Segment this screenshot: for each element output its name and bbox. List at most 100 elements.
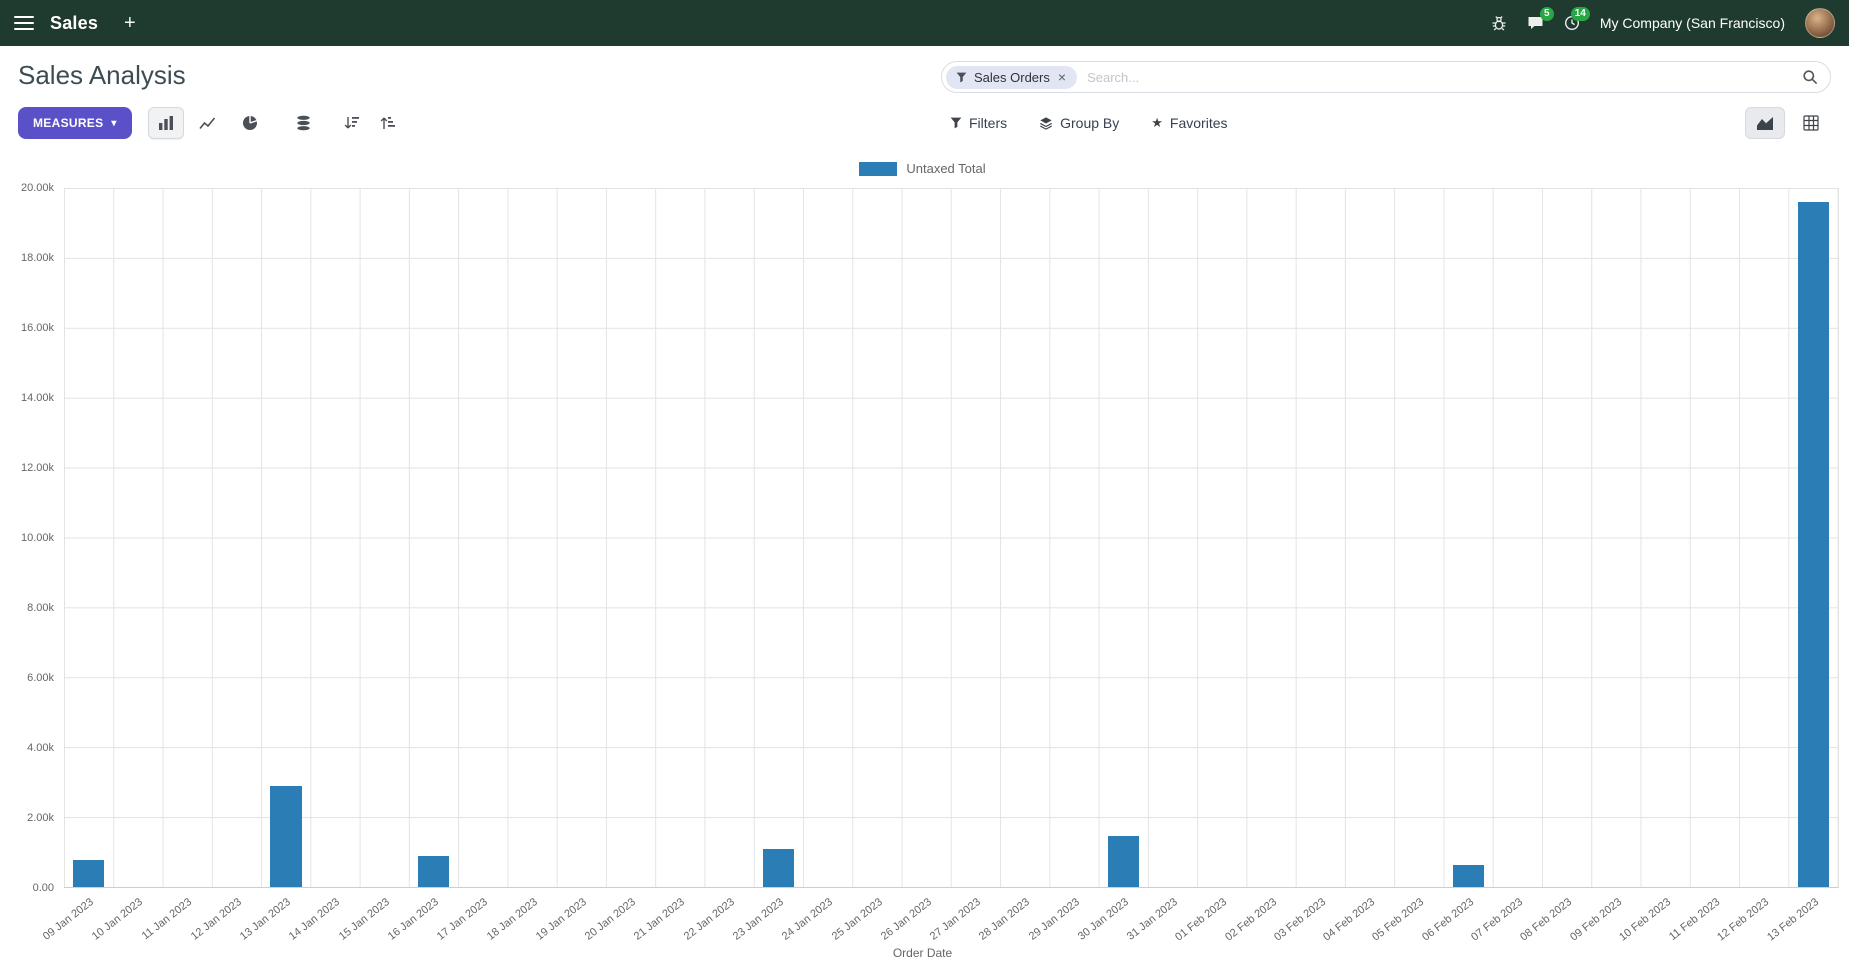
category-slot: 13 Feb 2023 (1765, 188, 1838, 943)
sales-analysis-chart: Untaxed Total 20.00k 18.00k 16.00k 14.00k 12… (0, 161, 1849, 960)
category-slot: 25 Jan 2023 (829, 188, 902, 943)
measures-label: MEASURES (33, 116, 104, 130)
x-tick-label: 05 Feb 2023 (1370, 896, 1427, 944)
pivot-view-button[interactable] (1791, 107, 1831, 139)
category-slot: 17 Jan 2023 (435, 188, 507, 943)
category-slot: 10 Feb 2023 (1617, 188, 1690, 943)
search-bar[interactable]: Sales Orders × (941, 61, 1831, 93)
measures-button[interactable]: MEASURES ▾ (18, 107, 132, 139)
line-chart-button[interactable] (190, 107, 226, 139)
y-tick-label: 12.00k (20, 462, 54, 474)
user-avatar[interactable] (1805, 8, 1835, 38)
x-tick-label: 26 Jan 2023 (878, 896, 934, 943)
x-tick-label: 21 Jan 2023 (632, 896, 688, 943)
x-tick-label: 22 Jan 2023 (681, 896, 737, 943)
star-icon: ★ (1151, 115, 1163, 130)
favorites-label: Favorites (1169, 115, 1228, 131)
facet-remove-icon[interactable]: × (1057, 69, 1067, 85)
layers-icon (1039, 116, 1053, 130)
category-slot: 31 Jan 2023 (1125, 188, 1197, 943)
bar-13-jan-2023[interactable] (270, 785, 302, 887)
x-tick-label: 06 Feb 2023 (1419, 896, 1476, 944)
messages-icon[interactable]: 5 (1527, 7, 1554, 31)
bar-09-jan-2023[interactable] (72, 859, 105, 887)
category-slot: 22 Jan 2023 (682, 188, 754, 943)
category-slot: 20 Jan 2023 (583, 188, 655, 943)
category-slot: 27 Jan 2023 (928, 188, 1000, 943)
category-slot: 12 Jan 2023 (189, 188, 261, 943)
search-input[interactable] (1077, 69, 1802, 85)
x-tick-label: 14 Jan 2023 (287, 896, 343, 943)
bar-23-jan-2023[interactable] (762, 849, 795, 887)
y-tick-label: 18.00k (20, 252, 54, 264)
category-slot: 07 Feb 2023 (1469, 188, 1542, 943)
category-slot: 18 Jan 2023 (484, 188, 557, 943)
bar-13-feb-2023[interactable] (1797, 201, 1830, 887)
search-facet[interactable]: Sales Orders × (946, 65, 1078, 89)
chart-legend[interactable]: Untaxed Total (6, 161, 1839, 176)
x-tick-label: 02 Feb 2023 (1222, 896, 1279, 944)
x-tick-label: 28 Jan 2023 (977, 896, 1033, 943)
x-tick-label: 10 Feb 2023 (1616, 896, 1674, 944)
x-tick-label: 24 Jan 2023 (780, 896, 836, 943)
category-slot: 02 Feb 2023 (1223, 188, 1296, 943)
x-tick-label: 01 Feb 2023 (1173, 896, 1230, 944)
bar-30-jan-2023[interactable] (1107, 835, 1140, 887)
filters-funnel-icon (950, 117, 962, 129)
apps-menu-icon[interactable] (14, 15, 34, 31)
x-tick-label: 29 Jan 2023 (1026, 896, 1082, 943)
x-tick-label: 15 Jan 2023 (336, 896, 392, 943)
sort-descending-button[interactable] (334, 107, 370, 139)
pie-chart-button[interactable] (232, 107, 268, 139)
chart-type-group (147, 107, 268, 139)
x-tick-label: 20 Jan 2023 (583, 896, 639, 943)
x-tick-label: 13 Jan 2023 (238, 896, 294, 943)
x-tick-label: 16 Jan 2023 (385, 896, 441, 943)
top-navbar: Sales + 5 14 My Company (San Francisco) (0, 0, 1849, 46)
graph-view-button[interactable] (1745, 107, 1785, 139)
x-tick-label: 12 Feb 2023 (1715, 896, 1772, 944)
area-chart-icon (1757, 116, 1773, 130)
groupby-button[interactable]: Group By (1037, 111, 1121, 135)
x-tick-label: 09 Feb 2023 (1567, 896, 1624, 944)
activities-clock-icon[interactable]: 14 (1564, 7, 1590, 31)
bar-chart-button[interactable] (147, 107, 184, 139)
legend-label: Untaxed Total (906, 161, 986, 176)
category-slot: 08 Feb 2023 (1518, 188, 1591, 943)
app-name[interactable]: Sales (50, 12, 99, 33)
bar-06-feb-2023[interactable] (1452, 865, 1485, 887)
category-slot: 11 Jan 2023 (140, 188, 212, 942)
y-tick-label: 10.00k (20, 532, 54, 544)
y-tick-label: 8.00k (27, 602, 54, 614)
funnel-icon (956, 72, 967, 83)
x-tick-label: 23 Jan 2023 (730, 896, 786, 943)
x-tick-label: 25 Jan 2023 (829, 896, 885, 943)
favorites-button[interactable]: ★ Favorites (1149, 111, 1229, 135)
filters-button[interactable]: Filters (948, 111, 1009, 135)
search-icon[interactable] (1802, 69, 1818, 85)
debug-bug-icon[interactable] (1491, 15, 1507, 31)
company-menu[interactable]: My Company (San Francisco) (1599, 15, 1785, 31)
category-slot: 15 Jan 2023 (337, 188, 409, 943)
pivot-table-icon (1803, 115, 1819, 131)
facet-label: Sales Orders (974, 69, 1050, 85)
x-tick-label: 10 Jan 2023 (90, 896, 146, 943)
y-tick-label: 6.00k (27, 672, 54, 684)
x-tick-label: 11 Feb 2023 (1666, 896, 1723, 943)
category-slot: 23 Jan 2023 (731, 188, 803, 943)
category-slot: 19 Jan 2023 (534, 188, 606, 943)
stacked-toggle-button[interactable] (286, 107, 322, 139)
sort-ascending-icon (380, 117, 395, 129)
y-tick-label: 2.00k (27, 812, 54, 824)
category-slot: 12 Feb 2023 (1716, 188, 1789, 943)
x-tick-label: 07 Feb 2023 (1469, 896, 1526, 944)
bar-16-jan-2023[interactable] (417, 855, 450, 887)
category-slot: 01 Feb 2023 (1173, 188, 1246, 943)
page-title: Sales Analysis (18, 60, 186, 90)
x-tick-label: 19 Jan 2023 (533, 896, 589, 943)
category-slot: 14 Jan 2023 (287, 188, 359, 943)
x-tick-label: 03 Feb 2023 (1271, 896, 1329, 944)
category-slot: 16 Jan 2023 (386, 188, 458, 943)
sort-ascending-button[interactable] (370, 107, 406, 139)
plus-icon[interactable]: + (124, 11, 136, 34)
